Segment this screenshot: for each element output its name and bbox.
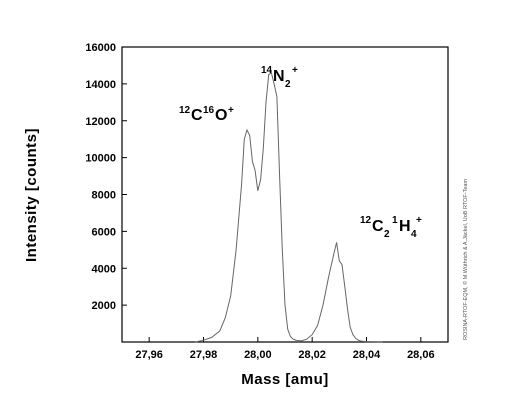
svg-text:14: 14: [261, 65, 273, 76]
y-tick-label: 14000: [85, 79, 116, 91]
x-tick-label: 28,04: [353, 349, 381, 361]
svg-text:O: O: [215, 107, 227, 124]
svg-text:C: C: [372, 218, 384, 235]
svg-text:16: 16: [203, 105, 215, 116]
credit-text: ROSINA-RTOF-EQM, © M.Wüthrich & A.Jäckel…: [462, 179, 469, 340]
y-tick-label: 4000: [92, 263, 116, 275]
y-tick-label: 2000: [92, 300, 116, 312]
annotation-co: 12 C 16 O +: [179, 105, 234, 124]
x-axis-title: Mass [amu]: [241, 371, 329, 388]
x-tick-label: 27,98: [190, 349, 218, 361]
y-tick-label: 16000: [85, 42, 116, 54]
x-tick-label: 28,06: [407, 349, 435, 361]
spectrum-line: [195, 71, 383, 343]
svg-text:H: H: [399, 218, 411, 235]
svg-text:N: N: [273, 68, 285, 85]
y-axis-ticks: 2000 4000 6000 8000 10000 12000 14000 16000: [85, 42, 127, 312]
svg-text:+: +: [228, 105, 234, 116]
svg-text:2: 2: [285, 79, 291, 90]
x-tick-label: 28,02: [298, 349, 326, 361]
y-tick-label: 12000: [85, 116, 116, 128]
svg-text:2: 2: [384, 229, 390, 240]
annotation-n2: 14 N 2 +: [261, 65, 298, 90]
svg-text:12: 12: [179, 105, 191, 116]
annotation-c2h4: 12 C 2 1 H 4 +: [360, 215, 422, 240]
svg-text:+: +: [292, 65, 298, 76]
y-tick-label: 6000: [92, 226, 116, 238]
x-tick-label: 27,96: [135, 349, 163, 361]
svg-text:1: 1: [392, 215, 398, 226]
y-tick-label: 8000: [92, 190, 116, 202]
svg-text:+: +: [416, 215, 422, 226]
y-axis-title: Intensity [counts]: [23, 128, 40, 262]
x-axis-ticks: 27,96 27,98 28,00 28,02 28,04 28,06: [135, 337, 435, 361]
svg-text:C: C: [191, 107, 203, 124]
x-tick-label: 28,00: [244, 349, 272, 361]
svg-text:12: 12: [360, 215, 372, 226]
y-tick-label: 10000: [85, 153, 116, 165]
svg-text:4: 4: [411, 229, 417, 240]
